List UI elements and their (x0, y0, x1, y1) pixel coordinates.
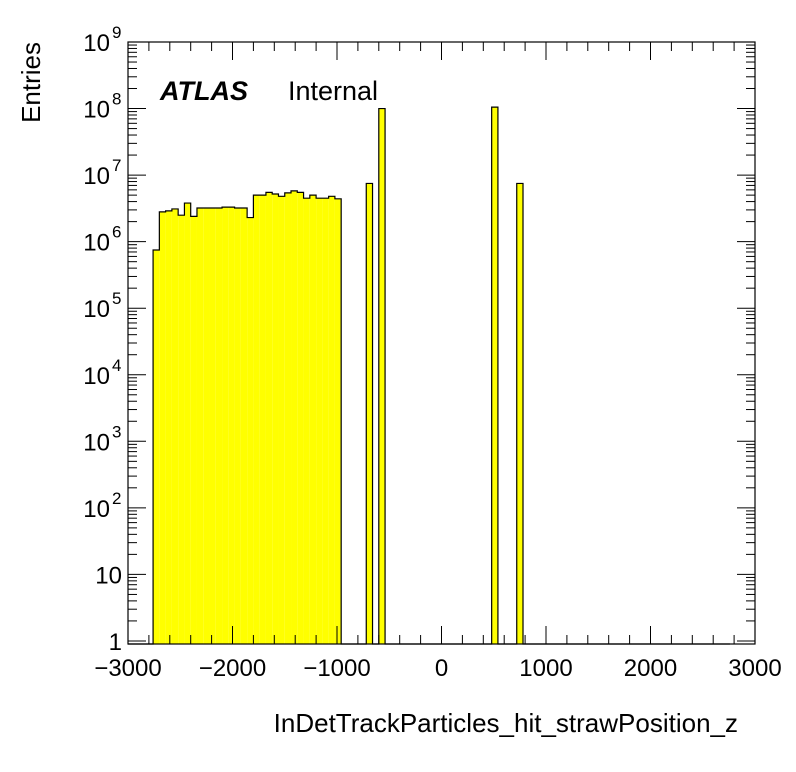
x-axis-title: InDetTrackParticles_hit_strawPosition_z (274, 708, 738, 738)
y-tick-label: 10 (83, 296, 110, 323)
histogram-bar (165, 210, 172, 644)
atlas-label: ATLAS (159, 76, 248, 106)
y-tick-exponent: 8 (112, 90, 121, 109)
y-tick-label: 10 (83, 363, 110, 390)
y-tick-label: 10 (83, 230, 110, 257)
histogram-bar (222, 207, 229, 644)
x-tick-label: 2000 (624, 655, 677, 682)
x-tick-label: 1000 (519, 655, 572, 682)
internal-label: Internal (288, 76, 378, 106)
histogram-bar (190, 216, 197, 645)
histogram-bar (178, 215, 185, 644)
histogram-bar (272, 194, 279, 644)
histogram-bar (309, 195, 317, 645)
histogram-bar (278, 196, 285, 644)
histogram-bar (491, 107, 498, 644)
x-tick-label: −2000 (199, 655, 266, 682)
histogram-bar (203, 208, 210, 644)
y-tick-exponent: 6 (112, 223, 121, 242)
y-tick-exponent: 7 (112, 156, 121, 175)
x-tick-label: 0 (435, 655, 448, 682)
histogram-bar (322, 198, 329, 644)
histogram-bar (303, 198, 310, 644)
histogram-bar (328, 196, 335, 644)
histogram-bar (334, 198, 342, 645)
y-tick-label: 10 (83, 429, 110, 456)
histogram-bar (159, 211, 166, 644)
y-tick-label: 10 (83, 163, 110, 190)
histogram-bar (516, 183, 524, 644)
histogram-bar (253, 195, 260, 645)
x-tick-label: −3000 (94, 655, 161, 682)
y-tick-exponent: 3 (112, 422, 121, 441)
histogram-bar (366, 183, 373, 644)
y-axis-title: Entries (16, 42, 46, 123)
histogram-bar (196, 208, 204, 644)
y-tick-label: 10 (83, 97, 110, 124)
histogram-bar (378, 108, 386, 644)
histogram-bars (128, 106, 730, 645)
histogram-bar (265, 192, 273, 644)
histogram-bar (240, 208, 248, 644)
y-tick-label: 10 (83, 30, 110, 57)
histogram-bar (209, 208, 216, 644)
histogram-bar (297, 192, 304, 644)
y-tick-label: 10 (83, 496, 110, 523)
histogram-bar (228, 207, 235, 644)
histogram-bar (153, 249, 160, 644)
histogram-bar (291, 190, 298, 644)
histogram-bar (247, 217, 254, 644)
y-tick-label: 10 (95, 562, 122, 589)
y-tick-label: 1 (109, 629, 122, 656)
histogram-bar (184, 203, 191, 644)
y-axis-ticks (128, 41, 755, 642)
y-tick-exponent: 4 (112, 356, 121, 375)
y-tick-exponent: 9 (112, 23, 121, 42)
histogram-bar (234, 208, 241, 644)
x-tick-label: −1000 (303, 655, 370, 682)
x-tick-labels: −3000 −2000 −1000 0 1000 2000 3000 (94, 655, 781, 682)
histogram-bar (259, 195, 266, 645)
x-tick-label: 3000 (728, 655, 781, 682)
histogram-bar (316, 198, 323, 644)
plot-frame (127, 41, 756, 645)
histogram-bar (215, 208, 223, 644)
y-tick-exponent: 5 (112, 289, 121, 308)
y-tick-exponent: 2 (112, 489, 121, 508)
histogram-bar (171, 208, 179, 644)
histogram-bar (284, 192, 292, 645)
